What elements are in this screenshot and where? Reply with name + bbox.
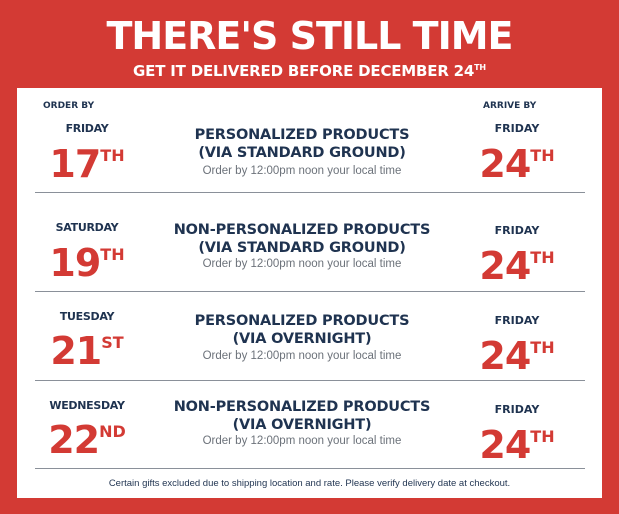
- order-date-suffix: TH: [100, 146, 125, 165]
- row-divider: [35, 291, 585, 292]
- product-title-line1: PERSONALIZED PRODUCTS: [194, 127, 410, 143]
- order-cutoff-note: Order by 12:00pm noon your local time: [202, 258, 402, 270]
- arrive-date-suffix: TH: [530, 248, 555, 267]
- arrive-date-number: 24: [479, 334, 531, 378]
- product-title-line1: NON-PERSONALIZED PRODUCTS: [173, 222, 431, 238]
- arrive-date: 24TH: [452, 417, 582, 465]
- order-cutoff-note: Order by 12:00pm noon your local time: [202, 435, 402, 447]
- order-day: TUESDAY: [59, 310, 115, 323]
- product-title-line1: PERSONALIZED PRODUCTS: [194, 313, 410, 329]
- row-divider: [35, 468, 585, 469]
- row-divider: [35, 380, 585, 381]
- order-day: FRIDAY: [65, 122, 109, 135]
- product-title: NON-PERSONALIZED PRODUCTS (VIA STANDARD G…: [157, 221, 447, 257]
- arrive-date: 24TH: [452, 238, 582, 286]
- arrive-date: 24TH: [452, 328, 582, 376]
- order-cutoff-note: Order by 12:00pm noon your local time: [202, 350, 402, 362]
- arrive-date-suffix: TH: [530, 427, 555, 446]
- arrive-day: FRIDAY: [494, 224, 540, 237]
- arrive-date: 24TH: [452, 136, 582, 184]
- order-date: 19TH: [25, 235, 149, 283]
- product-title-line2: (VIA OVERNIGHT): [232, 417, 372, 433]
- arrive-day: FRIDAY: [494, 314, 540, 327]
- order-date-number: 21: [50, 329, 102, 373]
- product-title: PERSONALIZED PRODUCTS (VIA OVERNIGHT): [157, 312, 447, 348]
- arrive-date-suffix: TH: [530, 146, 555, 165]
- banner-title: THERE'S STILL TIME: [106, 14, 513, 58]
- row-divider: [35, 192, 585, 193]
- order-date-suffix: ST: [101, 333, 124, 352]
- schedule-row: SATURDAY 19TH NON-PERSONALIZED PRODUCTS(…: [17, 188, 602, 286]
- order-cutoff-note: Order by 12:00pm noon your local time: [202, 165, 402, 177]
- subtitle-text: GET IT DELIVERED BEFORE DECEMBER 24: [133, 62, 475, 80]
- arrive-day: FRIDAY: [494, 122, 540, 135]
- arrive-date-number: 24: [479, 244, 531, 288]
- order-date-number: 19: [49, 241, 101, 285]
- order-date: 17TH: [25, 136, 149, 184]
- subtitle-suffix: TH: [474, 63, 486, 72]
- schedule-row: TUESDAY 21ST PERSONALIZED PRODUCTS (VIA O…: [17, 288, 602, 384]
- order-date-number: 22: [48, 418, 100, 462]
- order-by-header: ORDER BY: [43, 101, 95, 111]
- schedule-row: WEDNESDAY 22ND NON-PERSONALIZED PRODUCTS…: [17, 378, 602, 474]
- order-date: 21ST: [25, 323, 149, 371]
- arrive-day: FRIDAY: [494, 403, 540, 416]
- order-day: WEDNESDAY: [49, 399, 125, 412]
- shipping-schedule-panel: ORDER BY ARRIVE BY FRIDAY 17TH PERSONALI…: [17, 88, 602, 498]
- product-title: NON-PERSONALIZED PRODUCTS (VIA OVERNIGHT): [157, 398, 447, 434]
- arrive-date-suffix: TH: [530, 338, 555, 357]
- banner-subtitle: GET IT DELIVERED BEFORE DECEMBER 24TH: [0, 58, 619, 81]
- product-title-line2: (VIA STANDARD GROUND): [198, 145, 406, 161]
- product-title-line2: (VIA OVERNIGHT): [232, 331, 372, 347]
- order-date-number: 17: [49, 142, 101, 186]
- order-date: 22ND: [25, 412, 149, 460]
- arrive-by-header: ARRIVE BY: [483, 101, 537, 111]
- product-title-line2: (VIA STANDARD GROUND): [198, 240, 406, 256]
- order-date-suffix: ND: [99, 422, 126, 441]
- disclaimer-text: Certain gifts excluded due to shipping l…: [108, 478, 511, 489]
- schedule-row: FRIDAY 17TH PERSONALIZED PRODUCTS (VIA ST…: [17, 88, 602, 184]
- arrive-date-number: 24: [479, 142, 531, 186]
- product-title-line1: NON-PERSONALIZED PRODUCTS: [173, 399, 431, 415]
- product-title: PERSONALIZED PRODUCTS (VIA STANDARD GROUN…: [157, 126, 447, 162]
- order-day: SATURDAY: [55, 221, 119, 234]
- arrive-date-number: 24: [479, 423, 531, 467]
- order-date-suffix: TH: [100, 245, 125, 264]
